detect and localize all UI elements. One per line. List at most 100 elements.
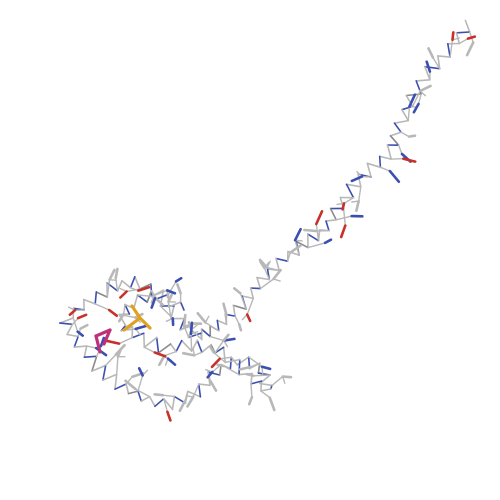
carbon-bond (355, 199, 361, 212)
side-chain-bond (137, 374, 144, 392)
nitrogen-bond (323, 238, 333, 245)
carbon-bond (182, 313, 187, 328)
nitrogen-bond (222, 337, 236, 342)
side-chain-bond (286, 251, 291, 262)
nitrogen-bond (137, 366, 144, 377)
backbone-bond (201, 343, 212, 354)
carbon-bond (238, 365, 252, 371)
oxygen-bond (107, 308, 118, 318)
backbone-bond (250, 380, 263, 385)
backbone-bond (125, 383, 130, 395)
backbone-bond (378, 155, 393, 160)
side-chain-bond (85, 345, 97, 349)
backbone-bond (366, 162, 382, 169)
side-chain-bond (239, 292, 247, 310)
side-chain-bond (335, 215, 353, 221)
backbone-bond (249, 287, 262, 290)
backbone-bond (133, 294, 139, 310)
nitrogen-bond (206, 370, 214, 379)
ligand-bond (94, 328, 112, 338)
backbone-bond (91, 355, 98, 372)
carbon-bond (209, 345, 216, 354)
carbon-bond (281, 375, 293, 379)
side-chain-bond (125, 288, 141, 293)
backbone-bond (325, 219, 338, 222)
backbone-bond (131, 332, 145, 339)
backbone-bond (83, 355, 98, 359)
backbone-bond (155, 293, 170, 300)
carbon-bond (418, 84, 432, 93)
side-chain-bond (342, 207, 346, 227)
side-chain-bond (259, 278, 275, 290)
backbone-bond (256, 276, 271, 281)
backbone-bond (464, 19, 471, 33)
carbon-bond (182, 351, 196, 357)
backbone-bond (256, 276, 262, 290)
backbone-bond (171, 395, 176, 411)
side-chain-bond (263, 267, 270, 281)
carbon-bond (288, 244, 302, 254)
oxygen-bond (104, 339, 121, 345)
carbon-bond (259, 260, 266, 270)
backbone-bond (134, 275, 141, 290)
side-chain-bond (246, 297, 255, 316)
backbone-bond (140, 395, 151, 403)
side-chain-bond (183, 325, 190, 339)
carbon-bond (114, 267, 119, 280)
side-chain-bond (143, 346, 156, 354)
backbone-bond (167, 301, 182, 308)
carbon-bond (465, 41, 475, 57)
backbone-bond (148, 395, 156, 408)
side-chain-bond (190, 329, 203, 341)
carbon-bond (153, 392, 164, 397)
backbone-bond (198, 383, 211, 387)
backbone-bond (424, 65, 431, 81)
backbone-bond (216, 319, 220, 332)
backbone-bond (66, 323, 74, 336)
side-chain-bond (104, 353, 117, 367)
side-chain-bond (307, 242, 326, 249)
backbone-bond (232, 304, 247, 311)
oxygen-bond (210, 357, 221, 369)
side-chain-bond (71, 317, 79, 325)
backbone-bond (260, 388, 272, 392)
backbone-bond (66, 333, 79, 338)
carbon-bond (158, 354, 166, 367)
carbon-bond (245, 372, 255, 378)
backbone-bond (120, 324, 127, 332)
carbon-bond (303, 228, 318, 233)
backbone-bond (345, 183, 362, 188)
side-chain-bond (204, 321, 220, 332)
nitrogen-bond (260, 365, 272, 371)
backbone-bond (136, 294, 148, 304)
side-chain-bond (223, 365, 240, 376)
backbone-bond (415, 79, 431, 82)
side-chain-bond (266, 266, 280, 272)
carbon-bond (116, 347, 123, 359)
oxygen-bond (339, 224, 347, 239)
side-chain-bond (247, 356, 263, 368)
side-chain-bond (213, 351, 226, 364)
carbon-bond (209, 379, 218, 392)
backbone-bond (91, 364, 107, 372)
side-chain-bond (249, 362, 261, 368)
oxygen-bond (166, 410, 172, 422)
side-chain-bond (397, 144, 403, 155)
backbone-bond (401, 108, 410, 122)
carbon-bond (268, 396, 276, 412)
side-chain-bond (250, 383, 253, 398)
backbone-bond (345, 183, 355, 199)
side-chain-bond (136, 294, 155, 298)
carbon-bond (124, 379, 137, 391)
side-chain-bond (163, 398, 169, 413)
backbone-bond (175, 339, 183, 353)
side-chain-bond (271, 375, 284, 387)
backbone-bond (154, 397, 165, 408)
carbon-bond (247, 395, 254, 406)
backbone-bond (366, 162, 372, 178)
side-chain-bond (106, 279, 111, 298)
oxygen-bond (451, 31, 455, 42)
side-chain-bond (379, 166, 391, 172)
backbone-bond (393, 119, 410, 124)
